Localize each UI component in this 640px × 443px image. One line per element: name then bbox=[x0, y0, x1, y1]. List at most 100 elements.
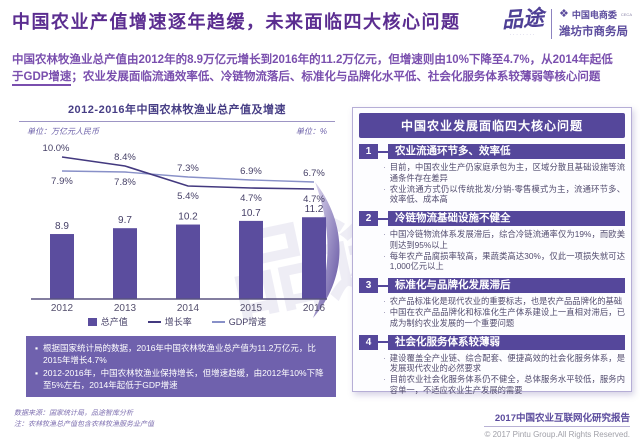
legend-label: 增长率 bbox=[164, 317, 192, 327]
problem-bullets: · 农产品标准化是现代农业的重要标志，也是农产品品牌化的基础 · 中国在农产品品牌化和… bbox=[383, 296, 625, 328]
problem-title: 农业流通环节多、效率低 bbox=[388, 144, 625, 159]
problem-item-head: 4 社会化服务体系较薄弱 bbox=[359, 334, 625, 350]
report-footer: 2017中国农业互联网化研究报告 © 2017 Pintu Group.All … bbox=[484, 410, 630, 439]
problem-bullet: · 建设覆盖全产业链、综合配套、便捷高效的社会化服务体系，是发展现代农业的必然要求 bbox=[383, 353, 625, 375]
intro-underlined-phrase: 于GDP增速 bbox=[12, 71, 72, 86]
bar-value-label: 8.9 bbox=[55, 221, 69, 232]
bar-value-label: 10.2 bbox=[178, 212, 198, 223]
org-abbr: CECA bbox=[620, 12, 632, 17]
gdp-rate-label: 7.3% bbox=[177, 163, 199, 174]
x-tick-label: 2015 bbox=[240, 303, 263, 314]
problem-number: 1 bbox=[359, 144, 378, 159]
logo-divider bbox=[550, 8, 552, 39]
bar-line-chart: 8.9 9.7 10.2 10.7 11.2 2012 2013 2014 2015 2016 10… bbox=[31, 143, 327, 314]
bar-value-label: 9.7 bbox=[118, 215, 132, 226]
problem-bullet: · 目前农业社会化服务体系仍不健全，总体服务水平较低，服务内容单一，不适应农业生产… bbox=[383, 374, 625, 396]
number-connector bbox=[378, 341, 388, 344]
problem-bullets: · 目前，中国农业生产仍家庭承包为主，区域分散且基础设施等流通条件存在差异 · 农业流… bbox=[383, 162, 625, 205]
bar-2013 bbox=[113, 228, 137, 299]
problem-bullet: · 每年农产品腐损率较高，果蔬类高达30%，仅此一项损失就可达1,000亿元以上 bbox=[383, 251, 625, 273]
bullet-icon: ▪ bbox=[35, 343, 39, 353]
chart-section: 2012-2016年中国农林牧渔业总产值及增速 单位：万亿元人民币 单位：% 8… bbox=[19, 101, 335, 328]
pintu-logo-text: 品途 bbox=[501, 6, 545, 33]
problem-number: 2 bbox=[359, 211, 378, 227]
summary-bullet: ▪ 2012-2016年，中国农林牧渔业保持增长，但增速趋缓，由2012年10%下… bbox=[35, 367, 327, 392]
problem-bullet: · 农业流通方式仍以传统批发/分销-零售模式为主，流通环节多、效率低、成本高 bbox=[383, 184, 625, 206]
agri-growth-line bbox=[61, 156, 315, 190]
bar-value-label: 11.2 bbox=[305, 204, 324, 215]
problem-title: 标准化与品牌化发展滞后 bbox=[388, 278, 625, 294]
bullet-icon: · bbox=[383, 162, 386, 172]
problem-bullet-text: 建设覆盖全产业链、综合配套、便捷高效的社会化服务体系，是发展现代农业的必然要求 bbox=[389, 352, 625, 374]
problem-bullet-text: 目前农业社会化服务体系仍不健全，总体服务水平较低，服务内容单一，不适应农业生产发… bbox=[389, 374, 625, 395]
gdp-growth-line bbox=[61, 170, 315, 183]
problem-title: 冷链物流基础设施不健全 bbox=[388, 211, 625, 227]
problem-bullet-text: 中国在农产品品牌化和标准化生产体系建设上一直相对滞后，已成为制约农业发展的一个重… bbox=[389, 307, 625, 328]
summary-bullet-text: 根据国家统计局的数据，2016年中国农林牧渔业总产值为11.2万亿元，比2015… bbox=[43, 343, 316, 366]
report-title: 2017中国农业互联网化研究报告 bbox=[484, 410, 630, 427]
problem-bullet-text: 农业流通方式仍以传统批发/分销-零售模式为主，流通环节多、效率低、成本高 bbox=[389, 183, 625, 205]
legend-label: 总产值 bbox=[100, 317, 128, 327]
gdp-rate-label: 7.8% bbox=[114, 177, 136, 188]
gdp-rate-label: 6.7% bbox=[303, 168, 325, 179]
logo-group: 品途 ········ ❖ 中国电商委 CECA 潍坊市商务局 bbox=[501, 6, 632, 39]
intro-line1: 中国农林牧渔业总产值由2012年的8.9万亿元增长到2016年的11.2万亿元，… bbox=[12, 54, 613, 66]
gdp-rate-label: 7.9% bbox=[51, 176, 73, 187]
core-problems-panel: 中国农业发展面临四大核心问题 1 农业流通环节多、效率低 · 目前，中国农业生产仍家庭… bbox=[352, 107, 632, 395]
problem-bullet-text: 每年农产品腐损率较高，果蔬类高达30%，仅此一项损失就可达1,000亿元以上 bbox=[389, 250, 625, 272]
problem-bullet: · 中国冷链物流体系发展滞后，综合冷链流通率仅为19%，而欧美则达到95%以上 bbox=[383, 229, 625, 251]
bar-2014 bbox=[176, 224, 200, 299]
problem-bullets: · 建设覆盖全产业链、综合配套、便捷高效的社会化服务体系，是发展现代农业的必然要求… bbox=[383, 353, 625, 396]
problem-bullet-text: 农产品标准化是现代农业的重要标志，也是农产品品牌化的基础 bbox=[389, 296, 623, 307]
gdp-rate-label: 6.9% bbox=[240, 166, 262, 177]
growth-rate-label: 4.7% bbox=[240, 193, 262, 204]
bullet-icon: · bbox=[383, 352, 386, 363]
unit-left-label: 单位：万亿元人民币 bbox=[27, 127, 99, 136]
org-bureau: 潍坊市商务局 bbox=[558, 26, 628, 38]
growth-rate-label: 5.4% bbox=[177, 191, 199, 202]
problem-item: 2 冷链物流基础设施不健全 · 中国冷链物流体系发展滞后，综合冷链流通率仅为19%，而… bbox=[359, 211, 625, 272]
problem-bullet-text: 目前，中国农业生产仍家庭承包为主，区域分散且基础设施等流通条件存在差异 bbox=[389, 162, 625, 183]
org-name: 中国电商委 bbox=[571, 10, 617, 20]
problem-item: 3 标准化与品牌化发展滞后 · 农产品标准化是现代农业的重要标志，也是农产品品牌化的基… bbox=[359, 278, 625, 328]
problem-item-head: 2 冷链物流基础设施不健全 bbox=[359, 211, 625, 227]
legend-marker-icon bbox=[87, 317, 97, 326]
intro-line2: ；农业发展面临流通效率低、冷链物流落后、标准化与品牌化水平低、社会化服务体系较薄… bbox=[71, 71, 601, 83]
bullet-icon: · bbox=[383, 229, 386, 240]
bullet-icon: ▪ bbox=[35, 367, 39, 378]
growth-rate-label: 10.0% bbox=[43, 143, 70, 154]
growth-rate-label: 8.4% bbox=[114, 152, 136, 163]
panel-items: 1 农业流通环节多、效率低 · 目前，中国农业生产仍家庭承包为主，区域分散且基础设施等… bbox=[359, 144, 625, 396]
bar-2015 bbox=[239, 220, 263, 299]
x-tick-label: 2012 bbox=[51, 303, 74, 314]
growth-rate-label: 4.7% bbox=[303, 194, 325, 205]
problem-bullet: · 目前，中国农业生产仍家庭承包为主，区域分散且基础设施等流通条件存在差异 bbox=[383, 162, 625, 184]
page-title: 中国农业产值增速逐年趋缓，未来面临四大核心问题 bbox=[12, 12, 461, 32]
legend-item: GDP增速 bbox=[211, 315, 266, 328]
pintu-logo: 品途 ········ bbox=[501, 6, 545, 37]
problem-item-head: 1 农业流通环节多、效率低 bbox=[359, 144, 625, 159]
problem-item: 4 社会化服务体系较薄弱 · 建设覆盖全产业链、综合配套、便捷高效的社会化服务体系，是… bbox=[359, 334, 625, 396]
legend-item: 总产值 bbox=[87, 315, 128, 328]
pintu-logo-tagline: ········ bbox=[509, 32, 537, 37]
unit-right-label: 单位：% bbox=[295, 127, 327, 136]
legend-marker-icon bbox=[147, 320, 161, 323]
bar-value-label: 10.7 bbox=[241, 208, 261, 219]
problem-number: 3 bbox=[359, 278, 378, 294]
chart-units: 单位：万亿元人民币 单位：% bbox=[27, 126, 327, 137]
data-note: 注：农林牧渔总产值包含农林牧渔服务业产值 bbox=[14, 421, 154, 429]
number-connector bbox=[378, 284, 388, 287]
number-connector bbox=[378, 217, 388, 220]
problem-item-head: 3 标准化与品牌化发展滞后 bbox=[359, 278, 625, 294]
chart-title-rule bbox=[19, 121, 335, 122]
data-source: 数据来源：国家统计局，品途智库分析 bbox=[14, 410, 133, 417]
data-source-note: 数据来源：国家统计局，品途智库分析 注：农林牧渔总产值包含农林牧渔服务业产值 bbox=[14, 408, 154, 430]
org-logo: ❖ 中国电商委 CECA 潍坊市商务局 bbox=[559, 8, 632, 39]
bar-2012 bbox=[50, 234, 74, 299]
bullet-icon: · bbox=[383, 307, 386, 318]
ceca-diamond-icon: ❖ bbox=[558, 8, 569, 20]
summary-box: ▪ 根据国家统计局的数据，2016年中国农林牧渔业总产值为11.2万亿元，比201… bbox=[26, 336, 336, 398]
bullet-icon: · bbox=[383, 183, 386, 194]
summary-bullet: ▪ 根据国家统计局的数据，2016年中国农林牧渔业总产值为11.2万亿元，比201… bbox=[35, 342, 327, 367]
